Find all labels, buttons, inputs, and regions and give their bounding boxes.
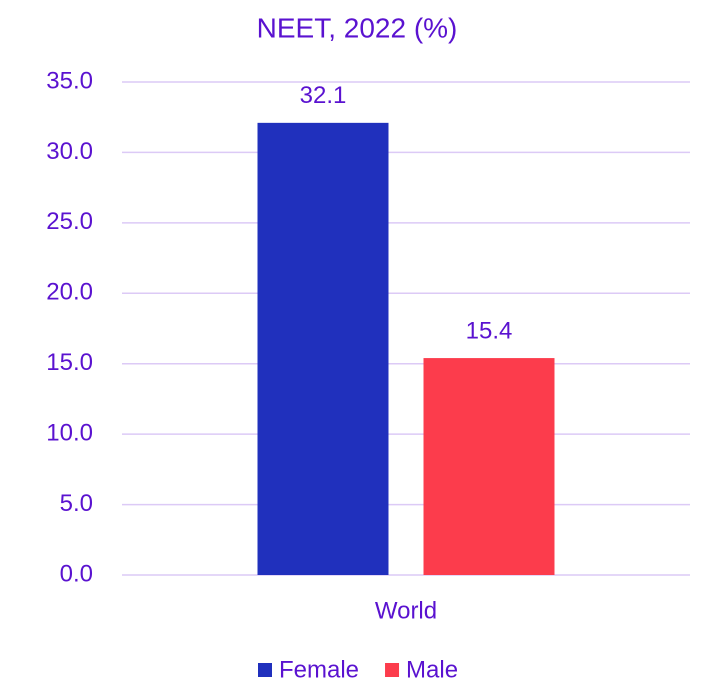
data-label: 32.1 [300,82,347,109]
chart-title: NEET, 2022 (%) [257,12,458,43]
y-tick-label: 20.0 [46,279,93,306]
bar [257,122,389,575]
y-tick-label: 5.0 [60,490,93,517]
x-tick-label: World [375,597,437,624]
y-tick-label: 15.0 [46,349,93,376]
y-tick-label: 0.0 [60,560,93,587]
legend-swatch [258,663,272,677]
data-label: 15.4 [466,317,513,344]
legend-swatch [385,663,400,677]
y-tick-label: 25.0 [46,208,93,235]
legend-label: Male [406,656,458,683]
legend-label: Female [279,656,359,683]
y-tick-label: 35.0 [46,67,93,94]
bar [423,358,555,575]
y-tick-label: 10.0 [46,419,93,446]
y-tick-label: 30.0 [46,138,93,165]
